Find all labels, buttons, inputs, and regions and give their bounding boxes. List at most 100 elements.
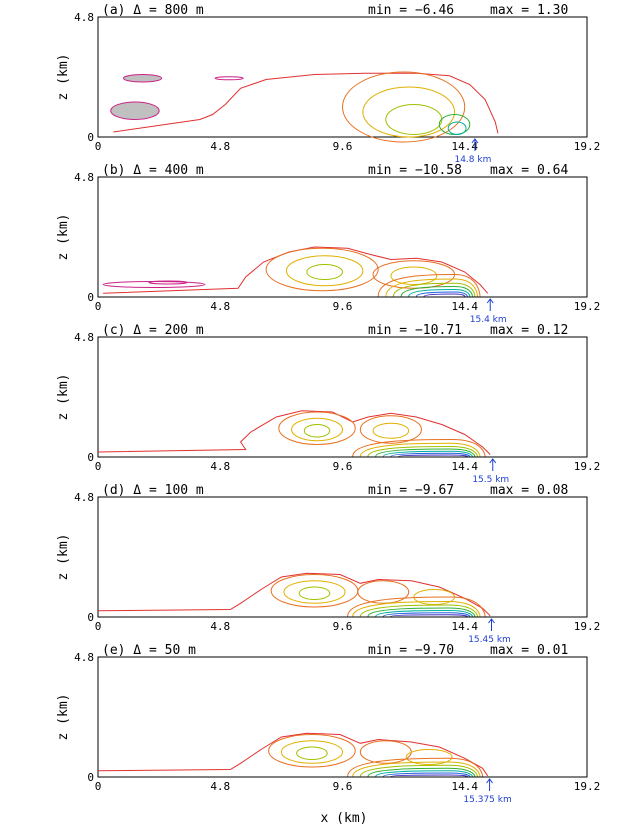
front-location-label: 15.375 km (463, 795, 511, 805)
y-tick-label: 0 (87, 451, 94, 464)
x-tick-label: 9.6 (333, 620, 353, 633)
x-tick-label: 9.6 (333, 780, 353, 793)
max-label: max = 0.01 (490, 643, 568, 658)
min-label: min = −6.46 (368, 3, 454, 18)
y-tick-label: 0 (87, 131, 94, 144)
negative-contour (110, 101, 160, 120)
min-label: min = −9.67 (368, 483, 454, 498)
x-tick-label: 4.8 (210, 140, 230, 153)
x-tick-label: 0 (95, 140, 102, 153)
front-location-label: 15.4 km (470, 315, 507, 325)
front-location-label: 14.8 km (454, 155, 491, 165)
head-contour (352, 438, 486, 457)
head-contour (385, 278, 478, 297)
x-tick-label: 4.8 (210, 460, 230, 473)
x-tick-label: 0 (95, 460, 102, 473)
x-tick-label: 19.2 (574, 140, 601, 153)
x-tick-label: 4.8 (210, 780, 230, 793)
negative-contour (122, 74, 163, 83)
eddy-contour (296, 746, 328, 760)
eddy-contour (303, 424, 331, 438)
head-contour (415, 291, 468, 297)
outer-contour (97, 410, 491, 455)
x-tick-label: 19.2 (574, 300, 601, 313)
head-contour (367, 607, 476, 617)
x-tick-label: 19.2 (574, 620, 601, 633)
eddy-contour (278, 411, 356, 445)
y-tick-label: 4.8 (74, 651, 94, 664)
y-tick-label: 4.8 (74, 331, 94, 344)
front-arrow-head (486, 778, 493, 784)
panel-title: (d) Δ = 100 m (102, 483, 204, 498)
x-tick-label: 4.8 (210, 620, 230, 633)
y-tick-label: 4.8 (74, 171, 94, 184)
negative-contour (148, 280, 188, 285)
outer-contour (103, 246, 489, 294)
plot-frame (97, 336, 588, 458)
y-axis-label: z (km) (56, 694, 71, 741)
head-contour (390, 774, 468, 777)
eddy-contour (283, 580, 346, 604)
eddy-contour (447, 121, 467, 135)
eddy-contour (405, 749, 453, 765)
x-tick-label: 19.2 (574, 780, 601, 793)
x-tick-label: 14.4 (452, 140, 479, 153)
eddy-contour (280, 740, 343, 764)
head-contour (352, 600, 481, 617)
eddy-contour (362, 86, 456, 138)
y-axis-label: z (km) (56, 534, 71, 581)
eddy-contour (306, 264, 343, 280)
head-contour (392, 282, 476, 297)
head-contour (375, 770, 473, 777)
negative-contour (214, 76, 244, 81)
head-contour (375, 609, 473, 617)
head-contour (359, 442, 481, 457)
y-axis-label: z (km) (56, 214, 71, 261)
panel-e: (e) Δ = 50 m min = −9.70 max = 0.01 4.8 0 z (… (56, 643, 600, 805)
x-tick-label: 4.8 (210, 300, 230, 313)
head-contour (390, 614, 468, 617)
front-arrow-head (471, 138, 479, 144)
panel-a: (a) Δ = 800 m min = −6.46 max = 1.30 4.8 0 z … (56, 3, 600, 165)
max-label: max = 0.08 (490, 483, 568, 498)
y-tick-label: 0 (87, 611, 94, 624)
head-contour (352, 761, 481, 777)
panel-b: (b) Δ = 400 m min = −10.58 max = 0.64 4.8 0 z… (56, 163, 600, 325)
y-tick-label: 4.8 (74, 11, 94, 24)
eddy-contour (390, 266, 438, 285)
head-contour (377, 273, 481, 297)
front-location-label: 15.5 km (472, 475, 509, 485)
eddy-contour (359, 740, 412, 764)
head-contour (390, 452, 471, 457)
front-arrow-head (489, 458, 497, 464)
y-axis-label: z (km) (56, 374, 71, 421)
head-contour (375, 448, 476, 457)
head-contour (347, 596, 486, 617)
eddy-contour (265, 247, 379, 292)
x-tick-label: 19.2 (574, 460, 601, 473)
plot-frame (97, 496, 588, 618)
head-contour (400, 285, 473, 297)
head-contour (398, 454, 468, 457)
max-label: max = 0.64 (490, 163, 568, 178)
x-tick-label: 0 (95, 620, 102, 633)
head-contour (382, 450, 473, 457)
panel-c: (c) Δ = 200 m min = −10.71 max = 0.12 4.8 0 z… (56, 323, 600, 485)
eddy-contour (357, 580, 410, 604)
head-contour (367, 767, 476, 777)
eddy-contour (285, 255, 364, 287)
head-contour (382, 772, 471, 777)
front-location-label: 15.45 km (468, 635, 511, 645)
front-arrow-head (486, 298, 494, 304)
x-axis-label: x (km) (321, 811, 368, 826)
head-contour (382, 612, 471, 617)
eddy-contour (268, 734, 356, 768)
min-label: min = −9.70 (368, 643, 454, 658)
head-contour (423, 293, 466, 297)
x-tick-label: 14.4 (452, 460, 479, 473)
y-tick-label: 0 (87, 291, 94, 304)
eddy-contour (298, 586, 331, 600)
x-tick-label: 0 (95, 300, 102, 313)
head-contour (408, 288, 471, 297)
